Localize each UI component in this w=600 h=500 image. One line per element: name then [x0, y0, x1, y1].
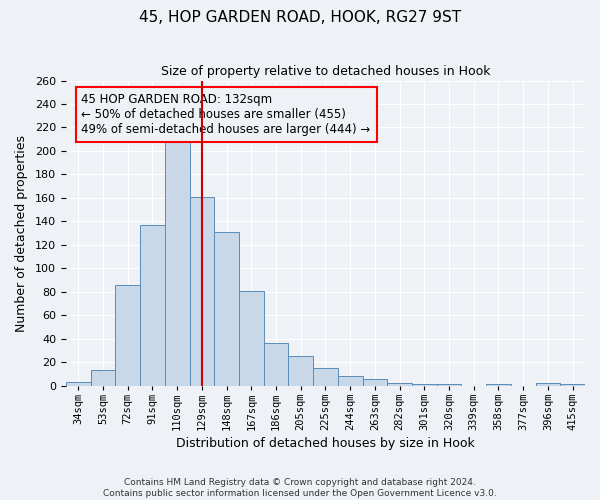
- Bar: [486, 384, 511, 386]
- Bar: [165, 140, 190, 386]
- Bar: [362, 378, 387, 386]
- Bar: [115, 284, 140, 386]
- Bar: [313, 368, 338, 386]
- Text: 45, HOP GARDEN ROAD, HOOK, RG27 9ST: 45, HOP GARDEN ROAD, HOOK, RG27 9ST: [139, 10, 461, 25]
- Bar: [239, 290, 263, 386]
- Bar: [140, 225, 165, 386]
- Y-axis label: Number of detached properties: Number of detached properties: [15, 134, 28, 332]
- Bar: [190, 196, 214, 386]
- Bar: [412, 384, 437, 386]
- Text: Contains HM Land Registry data © Crown copyright and database right 2024.
Contai: Contains HM Land Registry data © Crown c…: [103, 478, 497, 498]
- Bar: [536, 384, 560, 386]
- Title: Size of property relative to detached houses in Hook: Size of property relative to detached ho…: [161, 65, 490, 78]
- Bar: [66, 382, 91, 386]
- Bar: [338, 376, 362, 386]
- Bar: [560, 384, 585, 386]
- Text: 45 HOP GARDEN ROAD: 132sqm
← 50% of detached houses are smaller (455)
49% of sem: 45 HOP GARDEN ROAD: 132sqm ← 50% of deta…: [82, 93, 371, 136]
- X-axis label: Distribution of detached houses by size in Hook: Distribution of detached houses by size …: [176, 437, 475, 450]
- Bar: [91, 370, 115, 386]
- Bar: [387, 384, 412, 386]
- Bar: [214, 232, 239, 386]
- Bar: [437, 384, 461, 386]
- Bar: [289, 356, 313, 386]
- Bar: [263, 344, 289, 386]
